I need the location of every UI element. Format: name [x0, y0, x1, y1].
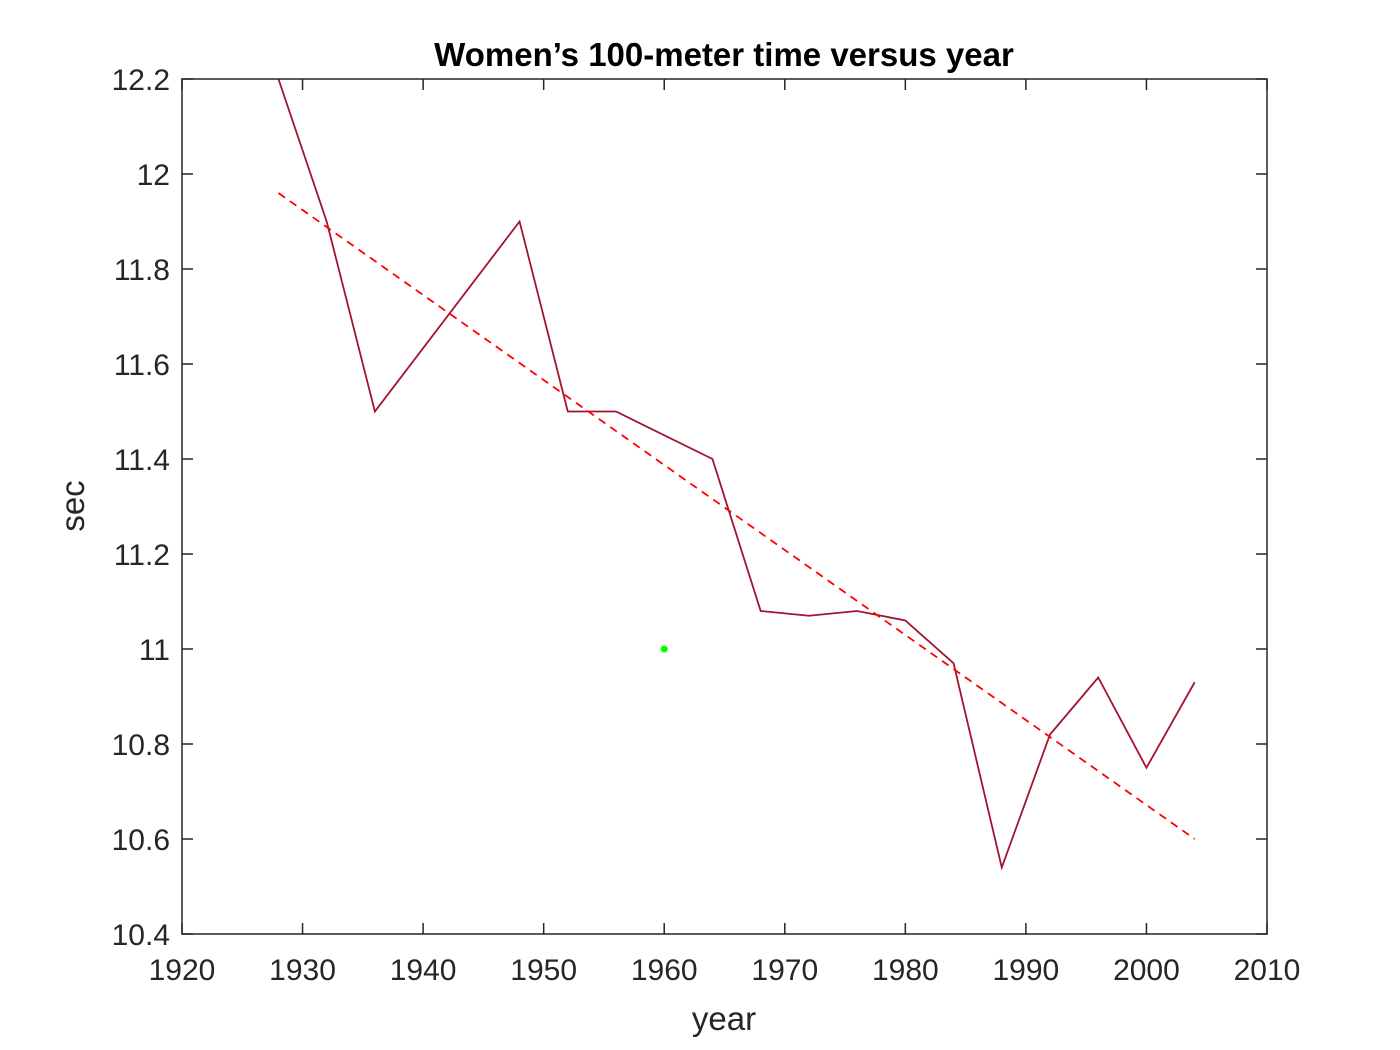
- marker-point: [660, 645, 668, 653]
- y-tick-label: 11: [139, 634, 170, 667]
- plot-frame: [181, 78, 1268, 935]
- x-tick-label: 1980: [872, 954, 939, 987]
- x-tick-label: 2010: [1234, 954, 1301, 987]
- x-tick-label: 1940: [390, 954, 457, 987]
- x-tick-label: 1960: [631, 954, 698, 987]
- y-tick-label: 10.6: [112, 824, 170, 857]
- y-tick-label: 11.6: [114, 349, 170, 382]
- y-tick-label: 12.2: [112, 64, 170, 97]
- x-axis-label: year: [692, 1000, 756, 1037]
- chart-title: Women’s 100-meter time versus year: [434, 36, 1014, 73]
- x-tick-labels: 1920 1930 1940 1950 1960 1970 1980 1990 2000 2010: [149, 954, 1301, 987]
- x-tick-label: 1930: [269, 954, 336, 987]
- y-tick-labels: 10.4 10.6 10.8 11 11.2 11.4 11.6 11.8 12 12.2: [112, 64, 170, 952]
- y-tick-label: 10.4: [112, 919, 170, 952]
- series-layer: [277, 78, 1196, 871]
- y-tick-label: 10.8: [112, 729, 170, 762]
- x-tick-label: 1950: [510, 954, 577, 987]
- x-tick-label: 1970: [751, 954, 818, 987]
- x-tick-label: 2000: [1113, 954, 1180, 987]
- plot-area: [182, 79, 1267, 934]
- x-tick-label: 1990: [993, 954, 1060, 987]
- trend-line: [277, 192, 1196, 840]
- x-tick-label: 1920: [149, 954, 216, 987]
- y-axis-label: sec: [54, 480, 91, 531]
- y-tick-label: 11.8: [114, 254, 170, 287]
- y-tick-label: 12: [137, 159, 170, 192]
- y-tick-label: 11.4: [114, 444, 170, 477]
- y-tick-label: 11.2: [114, 539, 170, 572]
